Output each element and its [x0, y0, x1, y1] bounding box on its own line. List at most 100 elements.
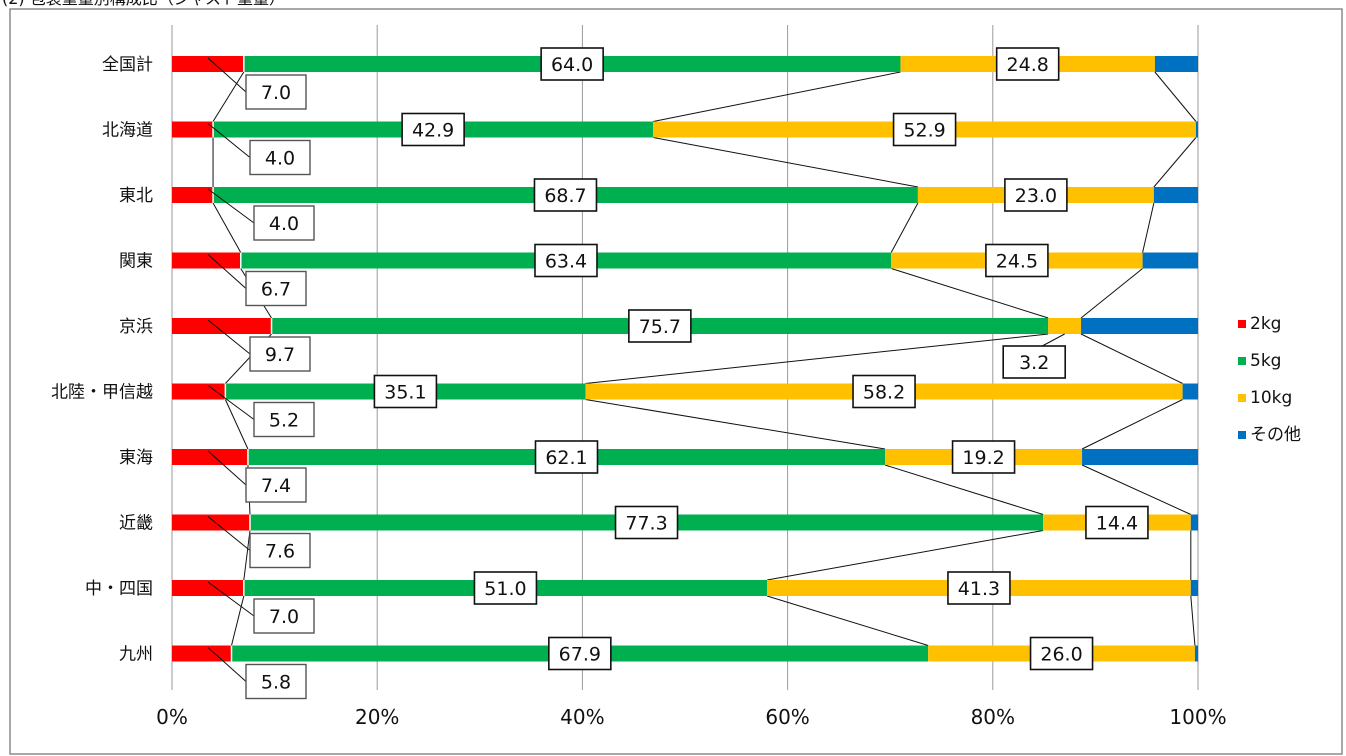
- series-line: [1190, 595, 1196, 646]
- data-label: 9.7: [265, 344, 295, 366]
- data-label-box: [253, 598, 315, 634]
- series-line: [884, 464, 1044, 515]
- data-label: 5.8: [261, 672, 291, 694]
- x-tick-label: 40%: [560, 705, 604, 729]
- chart-heading: (2) 包装重量別構成比（ジャスト重量）: [2, 0, 285, 8]
- bar-segment: [172, 383, 226, 400]
- legend-label: その他: [1250, 425, 1301, 445]
- data-label: 24.5: [996, 251, 1038, 273]
- bar-segment: [172, 121, 214, 138]
- data-label-box: [245, 467, 307, 503]
- x-tick-label: 80%: [971, 705, 1015, 729]
- label-leader: [207, 319, 251, 355]
- data-label-box: [1029, 636, 1094, 671]
- x-tick-label: 20%: [355, 705, 399, 729]
- series-line: [766, 530, 1044, 581]
- series-line: [653, 71, 901, 122]
- data-label-box: [249, 139, 311, 176]
- data-label-box: [533, 178, 598, 212]
- series-line: [212, 202, 242, 253]
- bar-segment: [1194, 645, 1198, 662]
- data-label-box: [614, 505, 679, 540]
- bar-segment: [1195, 121, 1198, 138]
- bar-segment: [1190, 580, 1198, 596]
- data-label: 42.9: [412, 120, 454, 142]
- label-leader: [207, 647, 247, 682]
- series-line: [231, 595, 245, 646]
- bar-segment: [1154, 56, 1198, 72]
- data-label-box: [995, 47, 1060, 81]
- data-label: 77.3: [625, 513, 667, 535]
- label-leader: [207, 188, 255, 224]
- data-label: 51.0: [484, 578, 526, 600]
- data-label-box: [253, 205, 315, 241]
- legend-label: 5kg: [1250, 351, 1281, 371]
- bar-segment: [1081, 318, 1198, 334]
- series-line: [585, 399, 886, 450]
- data-label-box: [540, 47, 604, 81]
- bar-segment: [172, 645, 232, 662]
- legend-label: 10kg: [1250, 388, 1292, 408]
- data-label: 63.4: [545, 251, 587, 273]
- data-label-box: [985, 243, 1049, 278]
- data-label: 58.2: [863, 382, 905, 404]
- label-leader: [207, 581, 255, 617]
- category-label: 東海: [119, 448, 153, 468]
- data-label-box: [245, 270, 307, 307]
- legend-swatch: [1238, 431, 1246, 439]
- bar-segment: [172, 252, 241, 269]
- bar-segment: [172, 187, 214, 203]
- data-label-box: [401, 112, 465, 147]
- series-line: [1080, 333, 1183, 384]
- data-label-box: [951, 440, 1016, 474]
- category-label: 九州: [119, 645, 153, 665]
- series-line: [653, 137, 918, 188]
- data-label: 75.7: [639, 316, 681, 338]
- data-label: 5.2: [269, 410, 299, 432]
- label-leader: [207, 450, 247, 486]
- data-label-box: [947, 571, 1011, 605]
- data-label: 24.8: [1007, 54, 1049, 76]
- label-leader: [207, 57, 247, 93]
- data-label: 6.7: [261, 279, 291, 301]
- data-label-box: [1004, 178, 1068, 212]
- data-label-box: [245, 74, 307, 110]
- data-label-box: [473, 571, 538, 605]
- bar-segment: [172, 580, 244, 596]
- data-label-box: [373, 374, 438, 409]
- data-label: 67.9: [559, 644, 601, 666]
- legend-label: 2kg: [1250, 314, 1281, 334]
- label-leader: [1041, 333, 1065, 347]
- category-label: 京浜: [119, 317, 153, 337]
- data-label-box: [1085, 505, 1149, 540]
- data-label: 7.0: [269, 606, 299, 628]
- legend-swatch: [1238, 394, 1246, 402]
- data-label-box: [628, 309, 692, 343]
- series-line: [1081, 399, 1183, 450]
- data-label-box: [892, 112, 957, 147]
- data-label: 19.2: [962, 447, 1004, 469]
- data-label: 4.0: [269, 213, 299, 235]
- category-label: 近畿: [119, 514, 153, 534]
- category-label: 関東: [119, 252, 153, 272]
- data-label: 26.0: [1040, 644, 1082, 666]
- bar-segment: [172, 449, 248, 465]
- data-label-box: [249, 532, 311, 569]
- series-line: [891, 268, 1049, 319]
- category-label: 北陸・甲信越: [51, 383, 153, 403]
- data-label-box: [253, 401, 315, 438]
- data-label: 23.0: [1015, 185, 1057, 207]
- bar-segment: [172, 514, 250, 531]
- data-label: 3.2: [1019, 352, 1049, 374]
- data-label: 62.1: [545, 447, 587, 469]
- series-line: [212, 71, 245, 122]
- series-line: [890, 202, 919, 253]
- data-labels: 7.0 64.0 24.8 4.0 42.9 52.9 4.0 68.7 23.0 6.7 63.4…: [207, 47, 1149, 700]
- data-label-box: [1002, 345, 1067, 379]
- bar-segment: [1082, 449, 1198, 465]
- series-line: [585, 333, 1049, 384]
- bar-segment: [1190, 514, 1198, 531]
- x-tick-label: 0%: [156, 705, 188, 729]
- bar-segment: [172, 318, 272, 334]
